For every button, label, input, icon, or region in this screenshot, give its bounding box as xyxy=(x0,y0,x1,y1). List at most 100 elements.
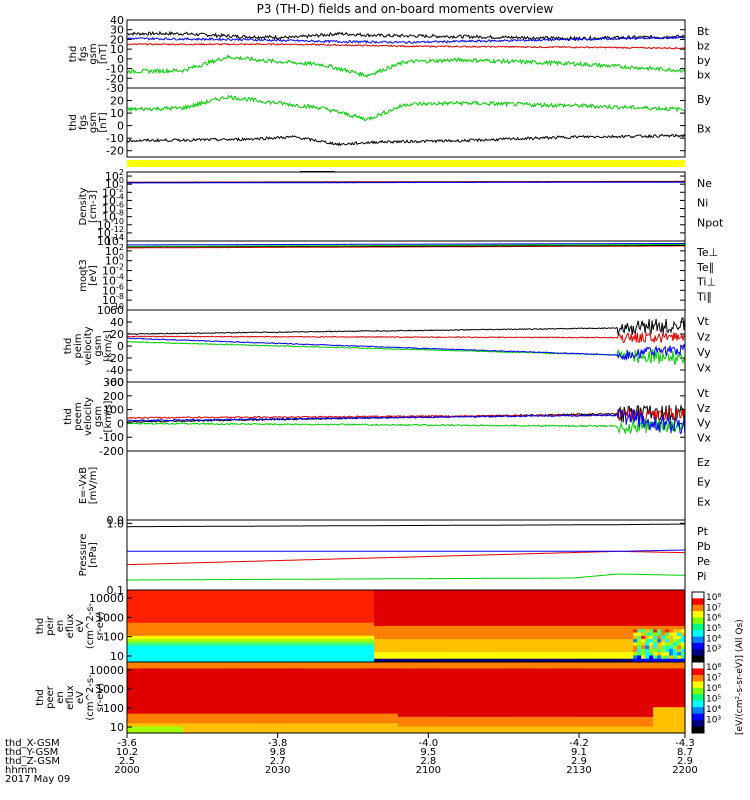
y-axis-label-line: en xyxy=(55,620,66,633)
figure-title: P3 (TH-D) fields and on-board moments ov… xyxy=(257,2,554,16)
y-tick-label: 0 xyxy=(117,417,124,430)
spectrogram xyxy=(127,662,686,734)
series-by xyxy=(126,53,686,78)
y-tick-label: 100 xyxy=(103,631,124,644)
y-tick-label: 40 xyxy=(110,14,124,27)
colorbar-swatch xyxy=(692,642,704,650)
colorbar-swatch xyxy=(692,700,704,708)
y-tick-label: 1000 xyxy=(96,611,124,624)
y-axis-label-line: gsm xyxy=(88,43,99,64)
y-tick-label: -100 xyxy=(99,431,124,444)
series-Pt xyxy=(127,523,685,528)
y-tick-label: 1.0 xyxy=(107,517,125,530)
colorbar-tick-label: 10⁴ xyxy=(706,705,721,715)
y-axis-label: thd peer en eflux eV (cm^2-s-sr-eV) xyxy=(35,674,106,721)
colorbar-swatch xyxy=(692,687,704,695)
y-axis-label: thd peir en eflux eV (cm^2-s-sr-eV) xyxy=(35,602,106,649)
status-bar xyxy=(127,160,685,167)
x-tick-label: -4.0 xyxy=(419,738,439,749)
spectrogram xyxy=(127,590,686,663)
legend-label: Vz xyxy=(697,331,711,344)
y-tick-label: 10 xyxy=(110,650,124,663)
series-Vz xyxy=(126,330,686,343)
panel-frame xyxy=(126,240,686,311)
y-axis-label-line: eflux xyxy=(65,685,76,710)
y-tick-label: 0.0 xyxy=(107,514,125,527)
colorbar-swatch xyxy=(692,707,704,715)
series-By xyxy=(126,94,686,122)
x-tick-label: -3.8 xyxy=(268,738,288,749)
legend-label: Bx xyxy=(697,123,712,136)
y-axis-label-line: gsm xyxy=(88,112,99,133)
y-tick-label: 0 xyxy=(117,120,124,133)
y-tick-label: 10000 xyxy=(89,664,124,677)
x-tick-label: 9.1 xyxy=(571,747,587,758)
x-tick-label: 2.8 xyxy=(420,756,436,767)
colorbar-swatch xyxy=(692,630,704,638)
colorbar-tick-label: 10⁸ xyxy=(706,593,721,603)
y-axis-label: thd peim velocity gsm [km/s] xyxy=(63,326,114,365)
y-axis-label-line: eV xyxy=(75,619,86,632)
series-Bt xyxy=(126,30,686,41)
colorbar-tick-label: 10³ xyxy=(706,645,721,655)
y-tick-label: 20 xyxy=(110,95,124,108)
y-tick-label: -10 xyxy=(106,63,124,76)
date-label: 2017 May 09 xyxy=(5,774,70,785)
legend-label: Vy xyxy=(697,346,711,359)
y-tick-label: -20 xyxy=(106,72,124,85)
y-axis-label-line: E=-VxB xyxy=(78,467,89,504)
x-tick-label: 8.7 xyxy=(677,747,693,758)
colorbar-tick-label: 10⁷ xyxy=(706,674,721,684)
series-Pb xyxy=(126,550,686,566)
legend-label: bz xyxy=(697,40,710,53)
y-axis-label-line: velocity xyxy=(83,326,94,365)
legend-label: Npot xyxy=(697,216,724,229)
x-tick-label: 2.7 xyxy=(270,756,286,767)
x-tick-label: 2130 xyxy=(566,765,591,776)
series-Vx xyxy=(126,408,686,437)
legend-label: bx xyxy=(697,69,711,82)
legend-label: Ez xyxy=(697,456,710,469)
colorbar-frame xyxy=(691,661,705,734)
y-tick-label: 10 xyxy=(110,107,124,120)
y-tick-label: -20 xyxy=(106,352,124,365)
colorbar-swatch xyxy=(692,662,704,669)
y-axis-label-line: Pressure xyxy=(78,534,89,577)
panel-p7: 0.0 Ez Ey Ex E=-VxB [mV/m] xyxy=(78,450,711,527)
x-tick-label: 2200 xyxy=(672,765,697,776)
y-axis-label-line: velocity xyxy=(83,397,94,436)
x-axis-row-label: thd_Y-GSM xyxy=(5,747,58,758)
y-axis-label-line: [nT] xyxy=(98,112,109,132)
x-tick-label: 2.9 xyxy=(677,756,693,767)
legend-label: Ti∥ xyxy=(696,290,712,303)
colorbar-swatch xyxy=(692,674,704,682)
y-tick-label: 40 xyxy=(110,316,124,329)
y-axis-label: moqt3 [eV] xyxy=(78,259,99,292)
series-Vy xyxy=(126,418,686,435)
legend: Te⊥ Te∥ Ti⊥Ti∥ xyxy=(696,246,718,303)
y-axis-label-line: gsm xyxy=(93,406,104,427)
y-axis-label-line: peem xyxy=(73,402,84,430)
y-axis-label-line: en xyxy=(55,691,66,704)
y-axis-label-line: (cm^2-s- xyxy=(85,602,96,649)
y-axis-label-line: thd xyxy=(35,689,46,706)
y-axis-label: Pressure [nPa] xyxy=(78,534,99,577)
x-tick-label: 9.8 xyxy=(270,747,286,758)
y-tick-label: 0 xyxy=(117,53,124,66)
y-axis-label: thd fgs gsm [nT] xyxy=(68,112,109,133)
colorbar-swatch xyxy=(692,611,704,618)
legend-label: Ex xyxy=(697,495,711,508)
x-tick-label: 2030 xyxy=(265,765,290,776)
legend-label: Te∥ xyxy=(696,261,714,274)
series-Vy xyxy=(126,340,686,366)
